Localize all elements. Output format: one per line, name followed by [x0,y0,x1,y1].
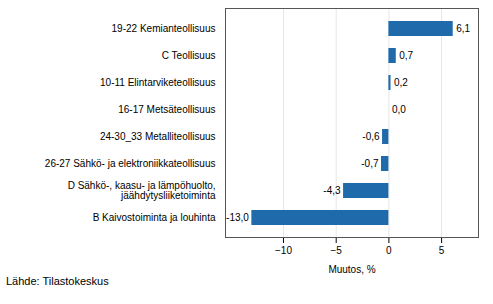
svg-text:24-30_33 Metalliteollisuus: 24-30_33 Metalliteollisuus [100,131,216,142]
svg-text:-13,0: -13,0 [226,212,249,223]
svg-text:-0,6: -0,6 [362,131,380,142]
svg-text:C Teollisuus: C Teollisuus [162,50,216,61]
svg-text:-4,3: -4,3 [323,185,341,196]
svg-text:0,7: 0,7 [399,50,413,61]
svg-text:−5: −5 [330,245,342,256]
svg-text:26-27 Sähkö- ja elektroniikkat: 26-27 Sähkö- ja elektroniikkateollisuus [45,158,216,169]
svg-text:B Kaivostoiminta ja louhinta: B Kaivostoiminta ja louhinta [93,212,216,223]
svg-text:D Sähkö-, kaasu- ja lämpöhuolt: D Sähkö-, kaasu- ja lämpöhuolto,jäähdyty… [68,180,216,201]
svg-text:0,2: 0,2 [394,77,408,88]
svg-text:0: 0 [386,245,392,256]
html-text:Lähde: Tilastokeskus: Lähde: Tilastokeskus [6,275,109,287]
svg-text:-0,7: -0,7 [361,158,379,169]
svg-text:5: 5 [439,245,445,256]
svg-text:16-17 Metsäteollisuus: 16-17 Metsäteollisuus [118,104,215,115]
svg-text:0,0: 0,0 [392,104,406,115]
svg-text:19-22 Kemianteollisuus: 19-22 Kemianteollisuus [112,23,216,34]
svg-text:−10: −10 [275,245,292,256]
svg-text:6,1: 6,1 [456,23,470,34]
svg-text:Muutos, %: Muutos, % [328,264,375,275]
svg-text:10-11 Elintarviketeollisuus: 10-11 Elintarviketeollisuus [100,77,215,88]
